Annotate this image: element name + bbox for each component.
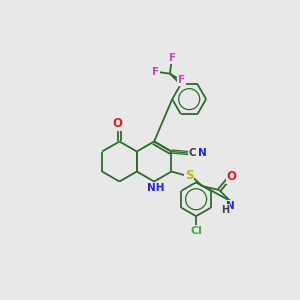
Text: Cl: Cl — [190, 226, 202, 236]
Text: S: S — [185, 169, 194, 182]
Text: NH: NH — [147, 184, 164, 194]
Text: F: F — [178, 75, 185, 85]
Text: O: O — [226, 170, 236, 183]
Text: F: F — [169, 53, 176, 63]
Text: F: F — [152, 67, 160, 77]
Text: C: C — [188, 148, 196, 158]
Text: N: N — [226, 201, 235, 211]
Text: N: N — [198, 148, 207, 158]
Text: O: O — [112, 117, 122, 130]
Text: H: H — [221, 205, 230, 215]
